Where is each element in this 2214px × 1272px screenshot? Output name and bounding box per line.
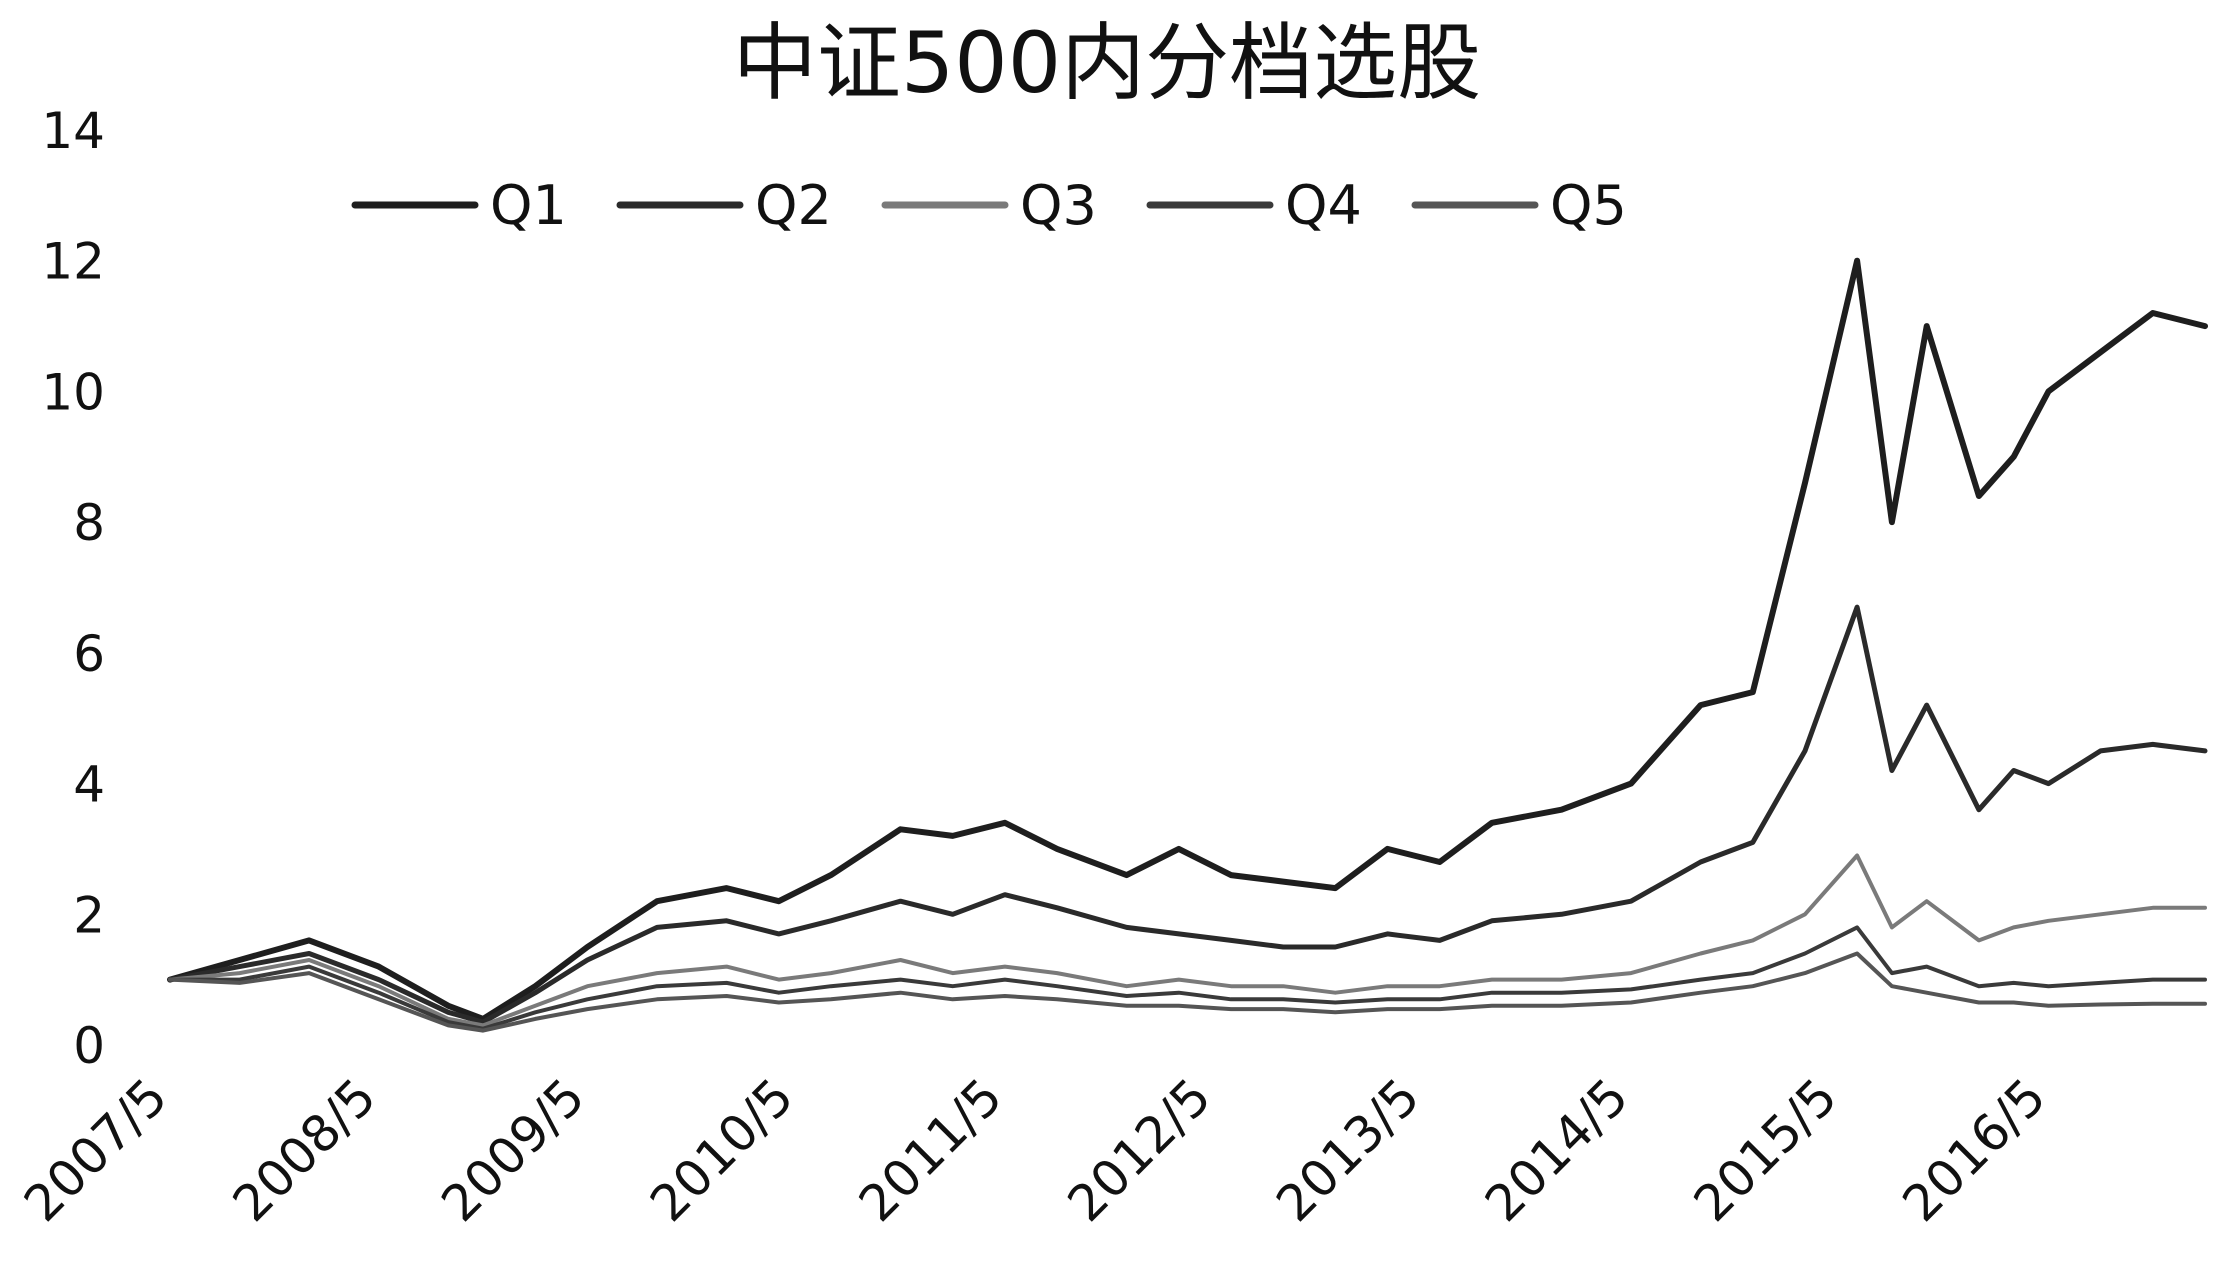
y-tick-label: 8 [73,494,105,552]
x-tick-label: 2010/5 [639,1067,804,1232]
x-tick-label: 2008/5 [222,1067,387,1232]
x-tick-label: 2012/5 [1057,1067,1222,1232]
series-layer [167,257,2208,1033]
x-tick-label: 2007/5 [13,1067,178,1232]
x-tick-label: 2014/5 [1474,1067,1639,1232]
legend: Q1 Q2 Q3 Q4 Q5 [351,174,1627,237]
legend-item-q2: Q2 [616,174,832,237]
y-tick-label: 6 [73,625,105,683]
x-axis-ticks: 2007/5 2008/5 2009/5 2010/5 2011/5 2012/5 2013… [13,1067,2057,1232]
legend-item-q4: Q4 [1146,174,1362,237]
legend-item-q5: Q5 [1411,174,1627,237]
chart-title: 中证500内分档选股 [733,14,1481,112]
legend-label: Q3 [1020,174,1097,237]
series-line-q1 [167,257,2208,1022]
x-tick-label: 2009/5 [431,1067,596,1232]
series-line-q2 [167,604,2208,1025]
series-line-q3 [168,853,2207,1028]
legend-item-q3: Q3 [881,174,1097,237]
legend-label: Q1 [490,174,567,237]
y-tick-label: 12 [41,233,105,291]
x-tick-label: 2015/5 [1683,1067,1848,1232]
y-axis-ticks: 0 2 4 6 8 10 12 14 [41,102,105,1075]
legend-item-q1: Q1 [351,174,567,237]
legend-label: Q5 [1550,174,1627,237]
legend-label: Q2 [755,174,832,237]
y-tick-label: 10 [41,363,105,421]
x-tick-label: 2016/5 [1892,1067,2057,1232]
x-tick-label: 2013/5 [1265,1067,1430,1232]
legend-label: Q4 [1285,174,1362,237]
y-tick-label: 4 [73,756,105,814]
y-tick-label: 0 [73,1017,105,1075]
y-tick-label: 14 [41,102,105,160]
series-line-q4 [168,925,2207,1031]
x-tick-label: 2011/5 [848,1067,1013,1232]
y-tick-label: 2 [73,886,105,944]
series-line-q5 [168,951,2207,1033]
